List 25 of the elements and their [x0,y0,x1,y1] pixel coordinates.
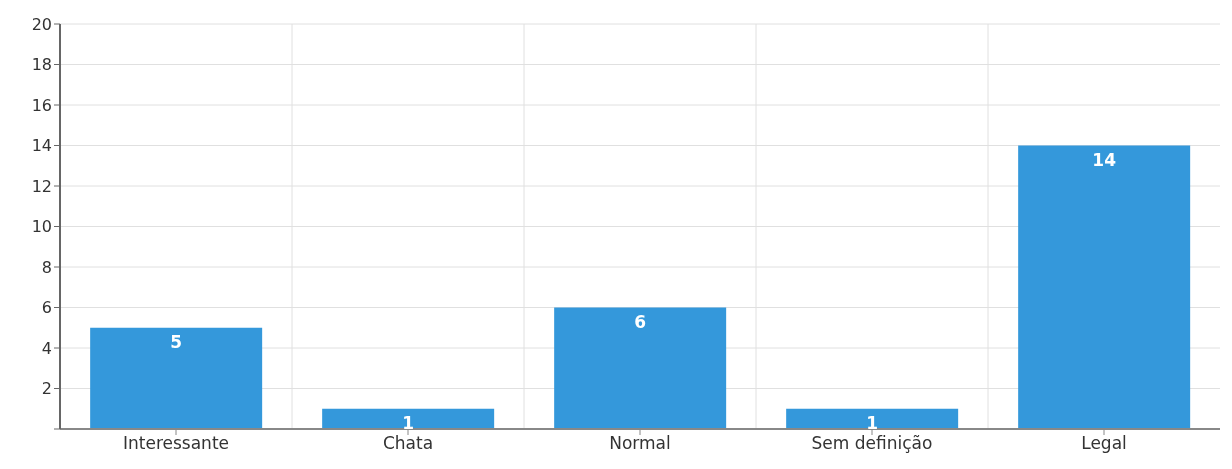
data-label: 5 [170,331,183,352]
data-label: 1 [866,412,879,433]
y-tick-label: 2 [41,379,52,399]
bar [1018,145,1191,429]
x-tick-label: Chata [382,433,434,454]
bar [322,408,495,429]
y-tick-label: 16 [31,95,52,115]
bar [786,408,959,429]
y-tick-label: 10 [31,217,52,237]
bar [90,327,263,429]
data-label: 14 [1092,149,1117,170]
y-tick-label: 6 [41,298,52,318]
x-tick-label: Interessante [122,433,230,454]
y-tick-label: 14 [31,136,52,156]
data-label: 6 [634,311,647,332]
data-label: 1 [402,412,415,433]
bar [554,307,727,429]
x-tick-label: Sem definição [811,433,933,454]
y-tick-label: 18 [31,55,52,75]
y-tick-label: 20 [31,14,52,34]
x-tick-label: Legal [1081,433,1127,454]
x-tick-label: Normal [609,433,671,454]
y-tick-label: 4 [41,338,52,358]
y-tick-label: 8 [41,257,52,277]
y-tick-label: 12 [31,176,52,196]
